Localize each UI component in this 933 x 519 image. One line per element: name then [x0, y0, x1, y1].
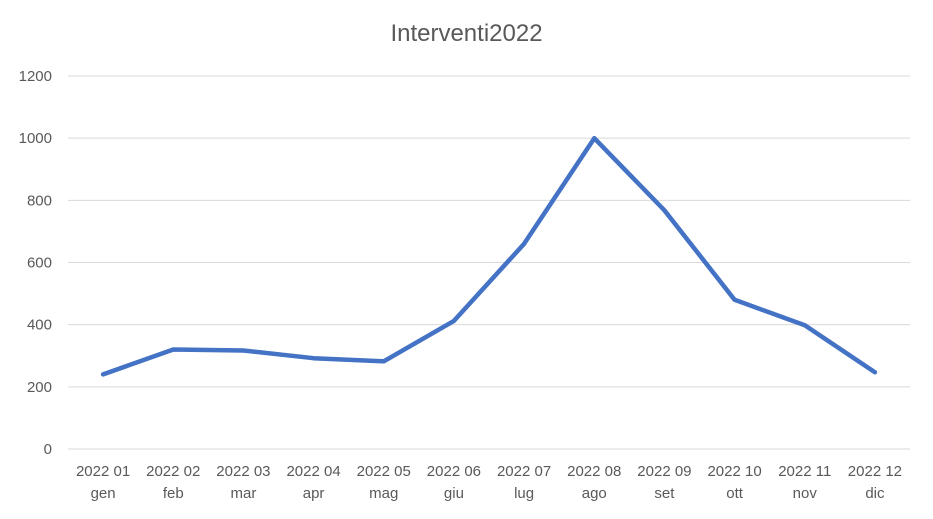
x-tick-sublabel: lug: [514, 485, 534, 502]
x-tick-label: 2022 02: [146, 463, 200, 480]
data-point: [592, 136, 597, 141]
x-tick-sublabel: ago: [582, 485, 607, 502]
data-point: [451, 318, 456, 323]
y-tick-label: 0: [44, 441, 52, 458]
x-tick-label: 2022 12: [848, 463, 902, 480]
data-point: [802, 323, 807, 328]
data-point: [241, 348, 246, 353]
x-tick-label: 2022 04: [286, 463, 340, 480]
series-line: [100, 135, 878, 377]
x-tick-label: 2022 10: [707, 463, 761, 480]
x-tick-sublabel: mag: [369, 485, 398, 502]
data-point: [522, 241, 527, 246]
chart-title: Interventi2022: [390, 20, 543, 47]
data-point: [662, 208, 667, 213]
x-tick-sublabel: nov: [793, 485, 818, 502]
x-tick-sublabel: mar: [230, 485, 256, 502]
data-point: [872, 370, 877, 375]
y-tick-label: 1200: [19, 68, 52, 85]
x-tick-label: 2022 05: [357, 463, 411, 480]
y-tick-label: 200: [27, 379, 52, 396]
y-tick-label: 400: [27, 317, 52, 334]
x-tick-sublabel: ott: [726, 485, 744, 502]
x-tick-sublabel: set: [654, 485, 675, 502]
data-point: [101, 372, 106, 377]
x-tick-sublabel: giu: [444, 485, 464, 502]
x-tick-label: 2022 03: [216, 463, 270, 480]
x-tick-label: 2022 08: [567, 463, 621, 480]
data-point: [311, 356, 316, 361]
x-tick-sublabel: dic: [865, 485, 885, 502]
x-tick-label: 2022 11: [778, 463, 831, 480]
x-axis: 2022 01 gen 2022 02 feb 2022 03 mar 2022 04 apr…: [76, 463, 902, 502]
y-tick-label: 1000: [19, 130, 52, 147]
x-tick-sublabel: gen: [91, 485, 116, 502]
x-tick-label: 2022 01: [76, 463, 130, 480]
y-tick-label: 600: [27, 255, 52, 272]
gridlines: [68, 75, 910, 450]
x-tick-label: 2022 09: [637, 463, 691, 480]
x-tick-sublabel: feb: [163, 485, 184, 502]
data-point: [381, 359, 386, 364]
x-tick-label: 2022 06: [427, 463, 481, 480]
x-tick-label: 2022 07: [497, 463, 551, 480]
data-point: [171, 347, 176, 352]
data-point: [732, 297, 737, 302]
y-axis: 0 200 400 600 800 1000 1200: [19, 68, 52, 458]
series-group: [100, 135, 878, 377]
y-tick-label: 800: [27, 192, 52, 209]
x-tick-sublabel: apr: [303, 485, 325, 502]
